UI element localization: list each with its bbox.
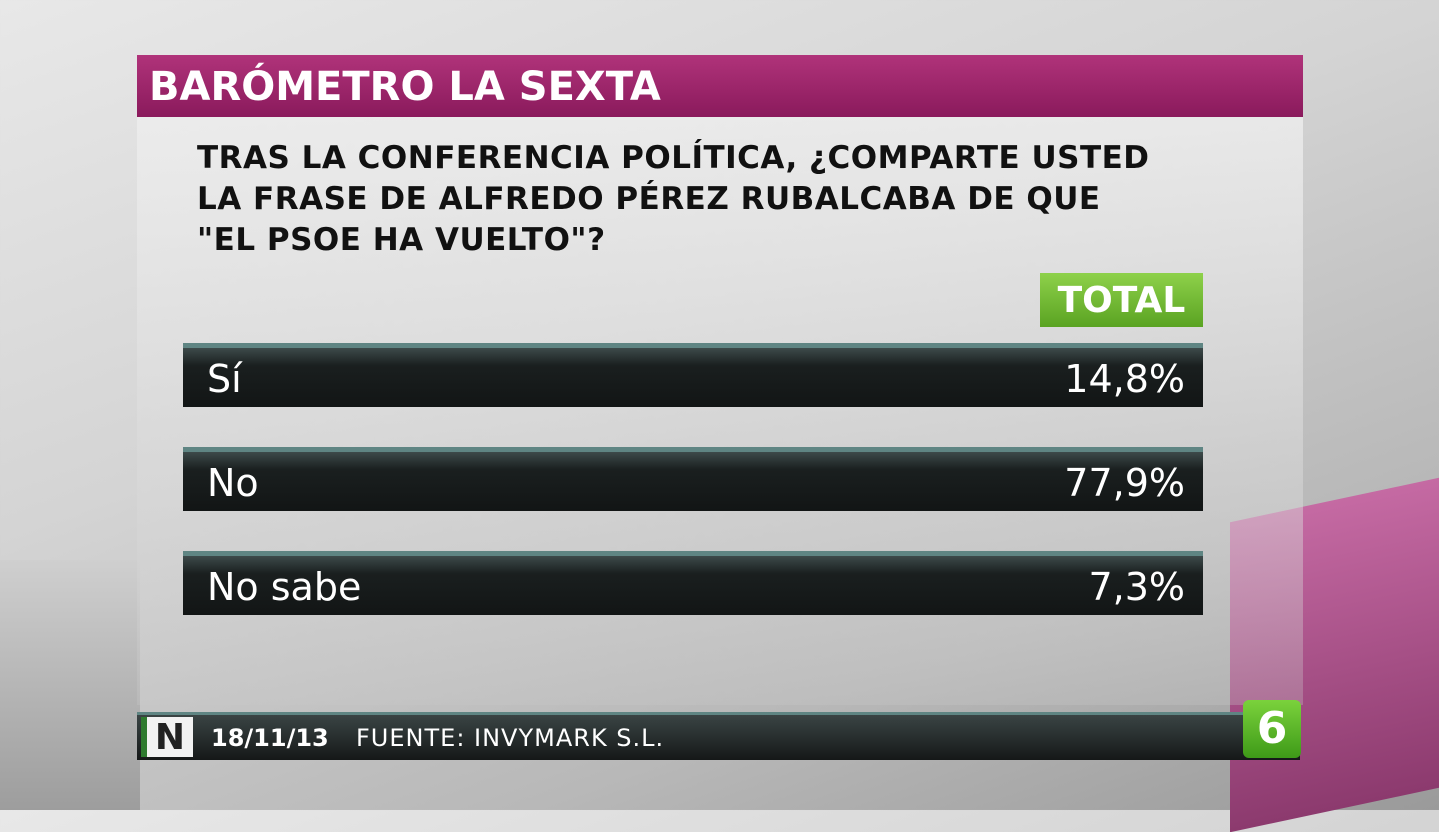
question: TRAS LA CONFERENCIA POLÍTICA, ¿COMPARTE …	[197, 138, 1150, 261]
question-line: TRAS LA CONFERENCIA POLÍTICA, ¿COMPARTE …	[197, 140, 1150, 176]
column-header: TOTAL	[1040, 273, 1203, 327]
percentage: 14,8%	[1064, 357, 1185, 401]
answer: No	[207, 461, 259, 505]
title: BARÓMETRO LA SEXTA	[149, 64, 661, 110]
answer: No sabe	[207, 565, 362, 609]
source: FUENTE: INVYMARK S.L.	[356, 724, 665, 752]
channel-logo: 6	[1243, 700, 1301, 758]
footer: N 18/11/13 FUENTE: INVYMARK S.L.	[137, 712, 1300, 760]
result-row: No sabe 7,3%	[183, 551, 1203, 615]
result-row: Sí 14,8%	[183, 343, 1203, 407]
result-row: No 77,9%	[183, 447, 1203, 511]
percentage: 7,3%	[1088, 565, 1185, 609]
title-bar: BARÓMETRO LA SEXTA	[137, 55, 1303, 117]
percentage: 77,9%	[1064, 461, 1185, 505]
answer: Sí	[207, 357, 242, 401]
question-line: LA FRASE DE ALFREDO PÉREZ RUBALCABA DE Q…	[197, 181, 1101, 217]
date: 18/11/13	[211, 724, 329, 752]
background-shape	[0, 560, 140, 810]
news-logo: N	[141, 717, 193, 758]
question-line: "EL PSOE HA VUELTO"?	[197, 222, 606, 258]
